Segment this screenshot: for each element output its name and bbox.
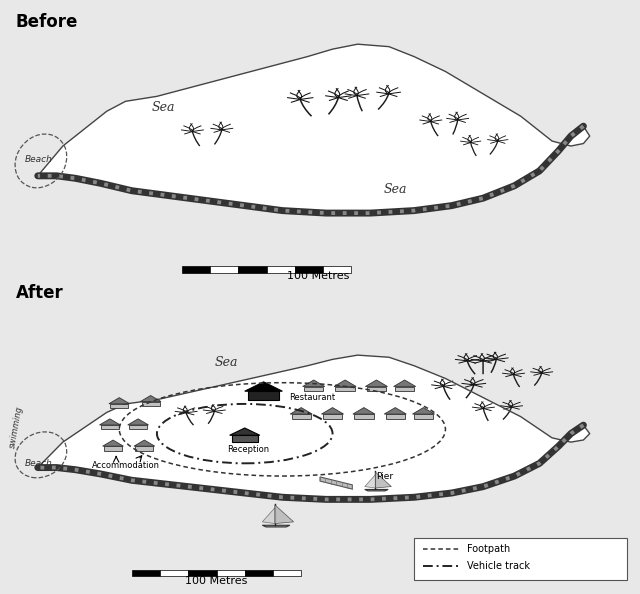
Polygon shape	[412, 407, 435, 414]
Polygon shape	[323, 414, 342, 419]
Polygon shape	[99, 419, 120, 425]
Polygon shape	[353, 407, 375, 414]
Text: 100 Metres: 100 Metres	[287, 271, 349, 280]
Polygon shape	[367, 387, 386, 391]
Polygon shape	[275, 505, 294, 523]
Bar	[216, 570, 244, 576]
Polygon shape	[320, 477, 353, 489]
Polygon shape	[394, 380, 416, 387]
Polygon shape	[128, 419, 148, 425]
Bar	[323, 266, 351, 273]
Text: Sea: Sea	[214, 356, 237, 369]
Text: Sea: Sea	[152, 101, 175, 114]
Polygon shape	[104, 446, 122, 451]
Polygon shape	[141, 402, 160, 406]
Polygon shape	[395, 387, 414, 391]
Polygon shape	[129, 425, 147, 429]
Polygon shape	[321, 407, 344, 414]
Polygon shape	[230, 428, 260, 435]
Bar	[414, 538, 627, 580]
Polygon shape	[262, 508, 275, 523]
Bar	[188, 570, 216, 576]
Bar	[211, 266, 239, 273]
Polygon shape	[414, 414, 433, 419]
Polygon shape	[135, 446, 154, 451]
Polygon shape	[101, 425, 119, 429]
Polygon shape	[109, 397, 130, 404]
Polygon shape	[304, 387, 323, 391]
Bar	[273, 570, 301, 576]
Bar	[244, 570, 273, 576]
Text: Beach: Beach	[25, 156, 53, 165]
Text: Restaurant: Restaurant	[289, 393, 335, 402]
Text: Beach: Beach	[25, 459, 53, 468]
Polygon shape	[232, 435, 258, 442]
Text: Vehicle track: Vehicle track	[467, 561, 531, 571]
Polygon shape	[134, 440, 155, 446]
Bar	[239, 266, 267, 273]
Text: Before: Before	[16, 13, 78, 31]
Polygon shape	[290, 407, 312, 414]
Bar	[132, 570, 160, 576]
Text: Footpath: Footpath	[467, 545, 511, 554]
Text: Accommodation: Accommodation	[92, 461, 159, 470]
Polygon shape	[38, 44, 589, 213]
Polygon shape	[384, 407, 406, 414]
Polygon shape	[262, 525, 290, 527]
Polygon shape	[244, 382, 282, 391]
Text: After: After	[16, 284, 63, 302]
Bar	[160, 570, 188, 576]
Polygon shape	[365, 475, 376, 488]
Polygon shape	[335, 387, 355, 391]
Text: Pier: Pier	[376, 472, 394, 481]
Polygon shape	[292, 414, 311, 419]
Bar	[295, 266, 323, 273]
Bar	[182, 266, 211, 273]
Polygon shape	[303, 380, 324, 387]
Text: Reception: Reception	[227, 446, 269, 454]
Polygon shape	[365, 489, 388, 491]
Polygon shape	[248, 391, 279, 400]
Polygon shape	[38, 355, 589, 500]
Text: swimming: swimming	[8, 405, 24, 449]
Text: Sea: Sea	[383, 183, 407, 196]
Polygon shape	[334, 380, 356, 387]
Polygon shape	[365, 380, 387, 387]
Polygon shape	[102, 440, 124, 446]
Polygon shape	[386, 414, 405, 419]
Bar	[267, 266, 295, 273]
Polygon shape	[376, 472, 392, 488]
Text: 100 Metres: 100 Metres	[186, 576, 248, 586]
Polygon shape	[140, 396, 161, 402]
Polygon shape	[110, 404, 129, 408]
Polygon shape	[355, 414, 374, 419]
